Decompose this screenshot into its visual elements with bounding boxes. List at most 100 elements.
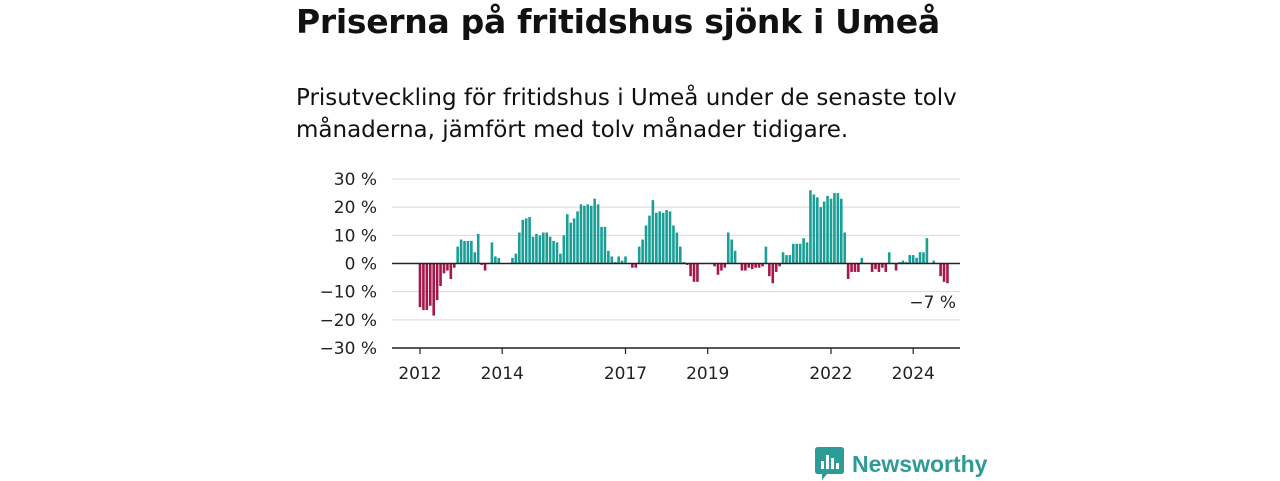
bar — [778, 263, 781, 267]
bar — [932, 260, 936, 264]
bar — [713, 263, 716, 267]
chart-subtitle: Prisutveckling för fritidshus i Umeå und… — [296, 85, 957, 143]
bar — [922, 252, 925, 264]
bar — [805, 242, 809, 264]
bar — [870, 263, 874, 272]
bar — [548, 236, 552, 264]
y-tick-label: 20 % — [334, 198, 377, 218]
bar — [456, 246, 459, 264]
bar — [833, 193, 836, 264]
bar — [620, 260, 624, 264]
bar — [425, 263, 429, 310]
bar — [860, 257, 864, 264]
bar — [798, 243, 802, 264]
bar — [603, 226, 607, 264]
bar — [901, 260, 905, 264]
bar — [555, 242, 559, 264]
bar — [596, 204, 600, 264]
bar — [946, 263, 949, 284]
bar — [744, 263, 747, 271]
x-tick-label: 2017 — [604, 364, 647, 384]
x-tick-label: 2024 — [892, 364, 935, 384]
last-value-annotation: −7 % — [909, 293, 956, 313]
bar — [538, 235, 542, 264]
bar — [809, 190, 812, 264]
bar — [422, 263, 425, 310]
bar — [908, 255, 912, 264]
grid-lines — [392, 178, 960, 321]
bar — [624, 256, 627, 264]
bar — [651, 200, 655, 264]
bar — [572, 218, 576, 264]
bar — [761, 263, 764, 267]
newsworthy-logo: Newsworthy — [815, 447, 987, 481]
bar — [792, 243, 795, 264]
brand-name: Newsworthy — [852, 450, 988, 477]
bar — [853, 263, 857, 272]
bar — [881, 263, 884, 268]
bar — [887, 252, 891, 264]
bar — [497, 257, 501, 264]
bar — [689, 263, 692, 277]
bar — [730, 239, 733, 264]
bar — [442, 263, 446, 274]
bar — [607, 250, 610, 264]
bar — [826, 195, 829, 264]
bar — [850, 263, 853, 272]
bar — [785, 255, 788, 264]
bar — [634, 263, 638, 268]
bar — [535, 233, 538, 264]
bars — [418, 190, 949, 316]
bar — [542, 232, 545, 264]
bar — [774, 263, 778, 272]
bar — [559, 253, 562, 264]
bar — [418, 263, 422, 308]
bar — [839, 198, 843, 264]
bar — [812, 194, 816, 264]
bar — [466, 240, 470, 264]
bar — [679, 246, 682, 264]
bar — [470, 240, 473, 264]
bar — [531, 236, 535, 264]
bar — [925, 238, 929, 264]
y-tick-label: −20 % — [320, 311, 377, 331]
bar — [600, 226, 603, 264]
bar — [641, 239, 644, 264]
bar — [473, 252, 477, 264]
bar — [449, 263, 453, 279]
bar — [829, 198, 833, 264]
y-tick-label: −10 % — [320, 283, 377, 303]
bar — [483, 263, 487, 271]
bar — [884, 263, 888, 272]
bar — [733, 250, 737, 264]
bar — [846, 263, 850, 279]
bar — [528, 217, 531, 264]
bar — [942, 263, 946, 282]
bar — [822, 201, 826, 264]
bar-chart-logo-icon — [815, 447, 844, 480]
bar — [593, 198, 596, 264]
x-tick-label: 2019 — [686, 364, 729, 384]
bar — [562, 235, 566, 264]
bar — [771, 263, 775, 284]
bar — [726, 232, 730, 264]
bar — [716, 263, 720, 275]
bar — [836, 193, 840, 264]
bar — [857, 263, 860, 272]
bar — [658, 211, 662, 264]
bar — [675, 232, 679, 264]
bar — [723, 263, 727, 268]
x-tick-label: 2022 — [809, 364, 852, 384]
bar — [459, 239, 463, 264]
y-tick-label: 10 % — [334, 226, 377, 246]
bar — [644, 225, 648, 264]
bar — [439, 263, 442, 287]
bar — [565, 214, 569, 264]
bar — [648, 215, 651, 264]
bar — [524, 218, 528, 264]
bar — [757, 263, 761, 268]
bar — [545, 232, 549, 264]
bar — [740, 263, 744, 271]
bar — [843, 232, 846, 264]
